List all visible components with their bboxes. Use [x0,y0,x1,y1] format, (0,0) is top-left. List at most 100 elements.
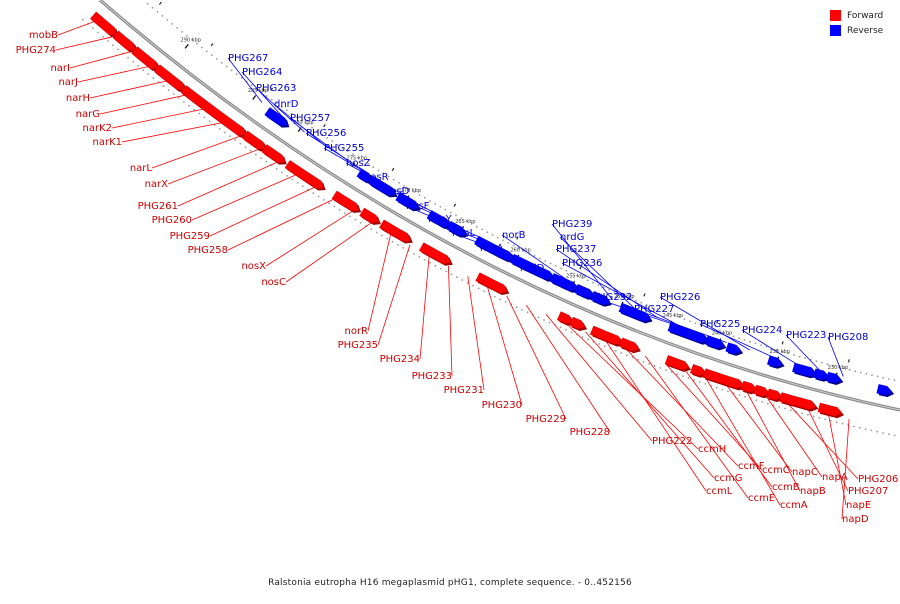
kbp-tick-mark [252,95,257,100]
gc-dot-inner [818,416,821,419]
gc-dot-outer [296,116,298,119]
gc-dot-inner [265,160,268,163]
gene-label-ccme-leader [644,355,749,499]
gc-dot-outer [597,284,600,286]
forward-gene-arrow [284,160,325,189]
gene-label-nape: napE [846,500,871,511]
gene-label-ccmb-leader [685,370,773,488]
gc-dot-outer [434,203,437,205]
gene-label-phg255: PHG255 [324,143,364,154]
gc-dot-inner [766,402,769,405]
gc-dot-outer [749,340,751,343]
gc-dot-outer [191,38,193,41]
gc-dot-inner [203,116,206,119]
gene-label-napa: napA [822,472,848,483]
gc-dot-inner [559,326,562,329]
gc-dot-inner [183,101,185,103]
gc-dot-outer [694,322,697,325]
gc-dot-inner [402,246,405,249]
gc-dot-inner [841,422,844,425]
gene-label-phg263: PHG263 [256,83,296,94]
gene-label-phg264: PHG264 [242,67,282,78]
gc-dot-inner [637,358,639,361]
legend-reverse: Reverse [830,23,892,38]
gene-label-nark1-leader [121,122,222,143]
gene-label-phg274-leader [55,36,113,51]
gc-dot-inner [291,178,294,181]
gene-label-phg235-leader [377,244,411,346]
reverse-gene-arrow [792,362,817,377]
reverse-gene-arrow [766,355,783,368]
forward-gene-arrow [112,30,136,51]
kbp-tick-label: 265 kbp [455,219,475,225]
reverse-gene-arrow [876,384,893,396]
gc-dot-inner [472,284,474,287]
gc-dot-outer [382,172,385,175]
gene-label-phg230: PHG230 [482,400,522,411]
gene-label-phg259-leader [209,186,316,237]
gc-dot-outer [776,349,779,352]
gc-dash [643,293,646,297]
forward-gene-arrow [331,190,360,212]
gene-layer [89,11,895,419]
gc-dot-outer [201,46,203,49]
gc-dot-inner [354,218,357,221]
kbp-tick-label: 275 kbp [347,155,367,161]
gene-label-narh: narH [66,93,90,104]
gc-dot-inner [504,301,507,303]
gc-dot-outer [502,239,504,242]
gc-dash [323,124,326,128]
gc-dot-outer [186,34,188,37]
gc-dot-inner [721,388,724,391]
gc-dot-inner [466,282,469,284]
gene-label-nosr: nosR [364,172,389,183]
reverse-gene-arrow [573,283,595,299]
gc-dot-outer [196,42,198,45]
forward-gene-arrow [766,388,783,401]
gene-label-nrdd: nrdD [520,263,545,274]
gc-dot-outer [738,337,740,340]
gc-dot-inner [670,371,673,373]
gene-label-phg274: PHG274 [16,45,56,56]
gene-label-phg228: PHG228 [570,427,610,438]
gc-dot-outer [667,312,670,315]
gc-dot-inner [229,135,232,138]
gc-dot-inner [162,85,165,87]
gc-dot-outer [854,370,857,373]
gene-label-phg208: PHG208 [828,332,868,343]
gene-label-phg236-leader [561,262,681,327]
gene-label-phg235: PHG235 [338,340,378,351]
gc-dot-outer [560,267,562,270]
gc-dot-outer [408,188,411,190]
gc-dot-inner [603,345,606,348]
forward-gene-arrow [153,64,185,91]
gc-dot-outer [882,376,885,379]
gc-dot-inner [359,221,362,224]
gene-label-phg226-leader [659,296,751,351]
gc-dot-inner [147,73,150,75]
kbp-tick-label: 230 kbp [828,365,848,371]
gc-dot-inner [461,279,464,281]
gc-dot-inner [620,352,623,354]
gc-dash [516,236,519,240]
gc-dot-inner [255,153,257,156]
gene-label-phg228-leader [525,304,611,433]
reverse-gene-arrow [667,322,709,343]
forward-gene-arrow [556,311,574,324]
gc-dot-inner [312,192,315,195]
gc-dot-outer [306,123,308,126]
gc-dot-inner [281,171,283,174]
gc-dash [270,87,274,91]
gc-dot-outer [326,136,329,139]
gc-dot-outer [512,244,515,247]
gc-dot-outer [732,335,735,338]
gc-dot-outer [205,50,208,53]
gc-dot-outer [793,354,795,356]
gc-dot-inner [876,430,879,433]
forward-gene-arrow [753,384,770,397]
gc-dot-inner [391,240,394,243]
gene-label-napb: napB [800,486,826,497]
gc-dot-outer [554,265,557,267]
gc-dot-inner [397,243,399,246]
gc-dot-inner [499,298,502,301]
